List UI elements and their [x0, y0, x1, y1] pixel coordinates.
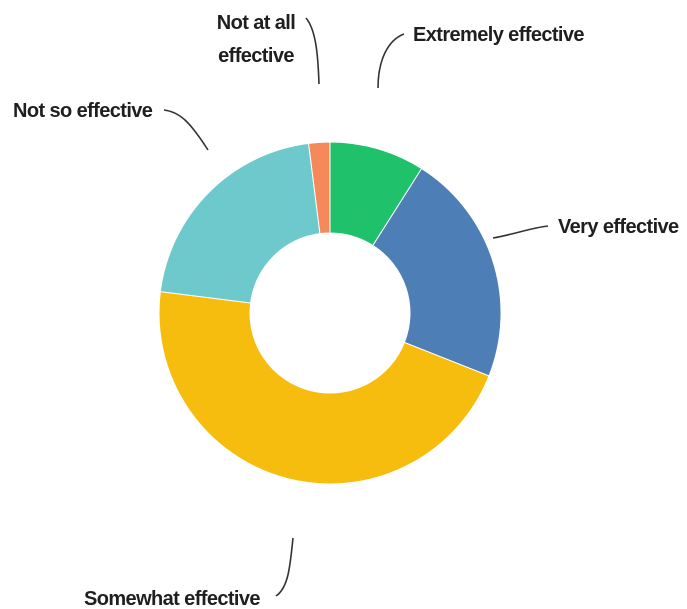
leader-not-so-effective [163, 109, 209, 151]
slice-not-so-effective [159, 142, 321, 304]
slice-somewhat-effective [158, 291, 490, 485]
label-not-at-all-effective: Not at all effective [217, 12, 295, 67]
slice-not-at-all-effective [308, 141, 331, 235]
donut-slices [158, 141, 502, 485]
label-somewhat-effective: Somewhat effective [84, 588, 260, 609]
leader-somewhat-effective [275, 537, 294, 597]
slice-labels: Extremely effective Very effective Somewha… [13, 12, 680, 609]
label-extremely-effective: Extremely effective [413, 24, 584, 46]
slice-very-effective [372, 167, 502, 377]
leader-extremely-effective [377, 33, 405, 89]
leader-lines [163, 17, 549, 597]
leader-very-effective [492, 225, 549, 239]
label-very-effective: Very effective [558, 216, 679, 238]
leader-not-at-all-effective [305, 17, 320, 85]
label-not-so-effective: Not so effective [13, 100, 153, 122]
